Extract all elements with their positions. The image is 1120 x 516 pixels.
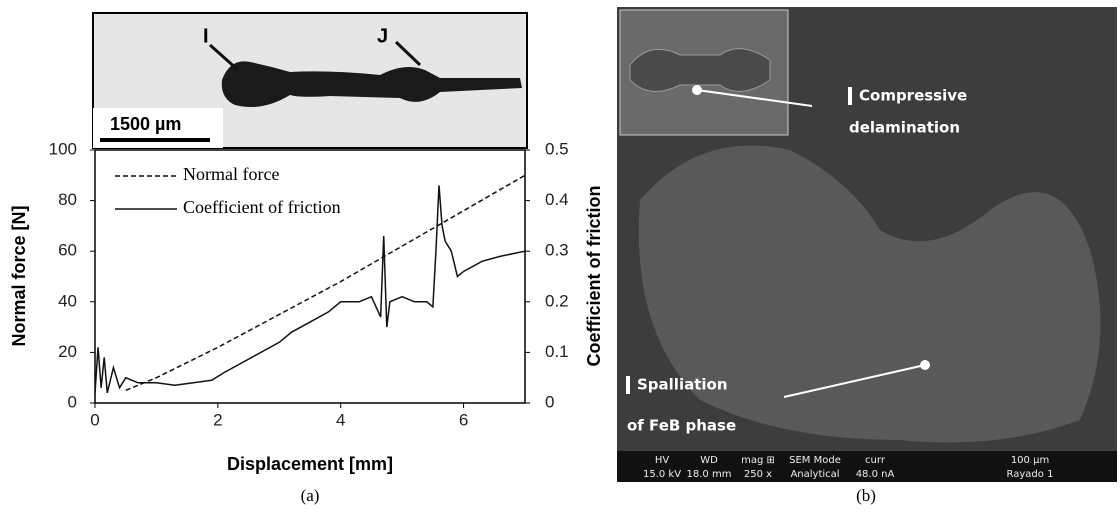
x-tick-label: 4: [336, 410, 345, 429]
info-text: 48.0 nA: [856, 469, 895, 480]
data-line: [94, 185, 526, 394]
arrow: [209, 43, 239, 72]
caption: (a): [301, 486, 320, 505]
micrograph-a: I J 1500 µm: [92, 12, 528, 149]
arrow: [394, 40, 422, 67]
info-text: curr: [865, 455, 886, 466]
y-axis-title: Normal force [N]: [9, 205, 29, 346]
info-bar: [617, 451, 1117, 482]
y2-tick-label: 0.5: [545, 139, 569, 158]
caption: (b): [856, 486, 876, 505]
info-text: 18.0 mm: [687, 469, 732, 480]
x-tick-label: 6: [459, 410, 468, 429]
pointer-dot: [920, 360, 930, 370]
marker-label: J: [377, 25, 388, 47]
sem-label: Spalliation: [637, 376, 728, 394]
label-bar: [626, 376, 630, 394]
pointer: [696, 89, 813, 107]
plot-frame: [94, 149, 526, 404]
marker-label: I: [203, 25, 209, 47]
pointer-dot: [692, 85, 702, 95]
info-text: 250 x: [744, 469, 772, 480]
micrograph-b: Compressive delamination Spalliation of …: [617, 7, 1117, 482]
info-text: mag ⊞: [741, 455, 775, 466]
x-tick-label: 0: [90, 410, 99, 429]
y-tick-label: 20: [58, 342, 77, 361]
info-text: HV: [655, 455, 670, 466]
x-tick-label: 2: [213, 410, 222, 429]
info-text: SEM Mode: [789, 455, 841, 466]
legend-label: Coefficient of friction: [183, 197, 341, 217]
y2-axis-title: Coefficient of friction: [584, 186, 604, 367]
data-line: [125, 174, 526, 392]
info-text: Rayado 1: [1007, 469, 1054, 480]
y-tick-label: 100: [49, 139, 77, 158]
info-text: 100 µm: [1011, 455, 1049, 466]
y2-tick-label: 0.1: [545, 342, 569, 361]
pointer: [783, 364, 926, 398]
scale-label: 1500 µm: [110, 114, 181, 134]
info-text: WD: [700, 455, 718, 466]
scratch-track: [221, 61, 522, 108]
y-tick-label: 60: [58, 241, 77, 260]
y-tick-label: 80: [58, 190, 77, 209]
y-tick-label: 40: [58, 291, 77, 310]
y2-tick-label: 0.4: [545, 190, 569, 209]
wear-region: [638, 145, 1101, 443]
info-text: 15.0 kV: [643, 469, 681, 480]
y2-tick-label: 0.2: [545, 291, 569, 310]
y-tick-label: 0: [68, 392, 77, 411]
label-bar: [848, 87, 852, 105]
y2-tick-label: 0.3: [545, 241, 569, 260]
y2-tick-label: 0: [545, 392, 554, 411]
sem-label: delamination: [849, 119, 960, 137]
sem-label: of FeB phase: [627, 417, 736, 435]
info-text: Analytical: [790, 469, 839, 480]
sem-label: Compressive: [859, 87, 967, 105]
legend-label: Normal force: [183, 164, 279, 184]
inset-track: [629, 48, 771, 92]
x-axis-title: Displacement [mm]: [227, 454, 393, 474]
